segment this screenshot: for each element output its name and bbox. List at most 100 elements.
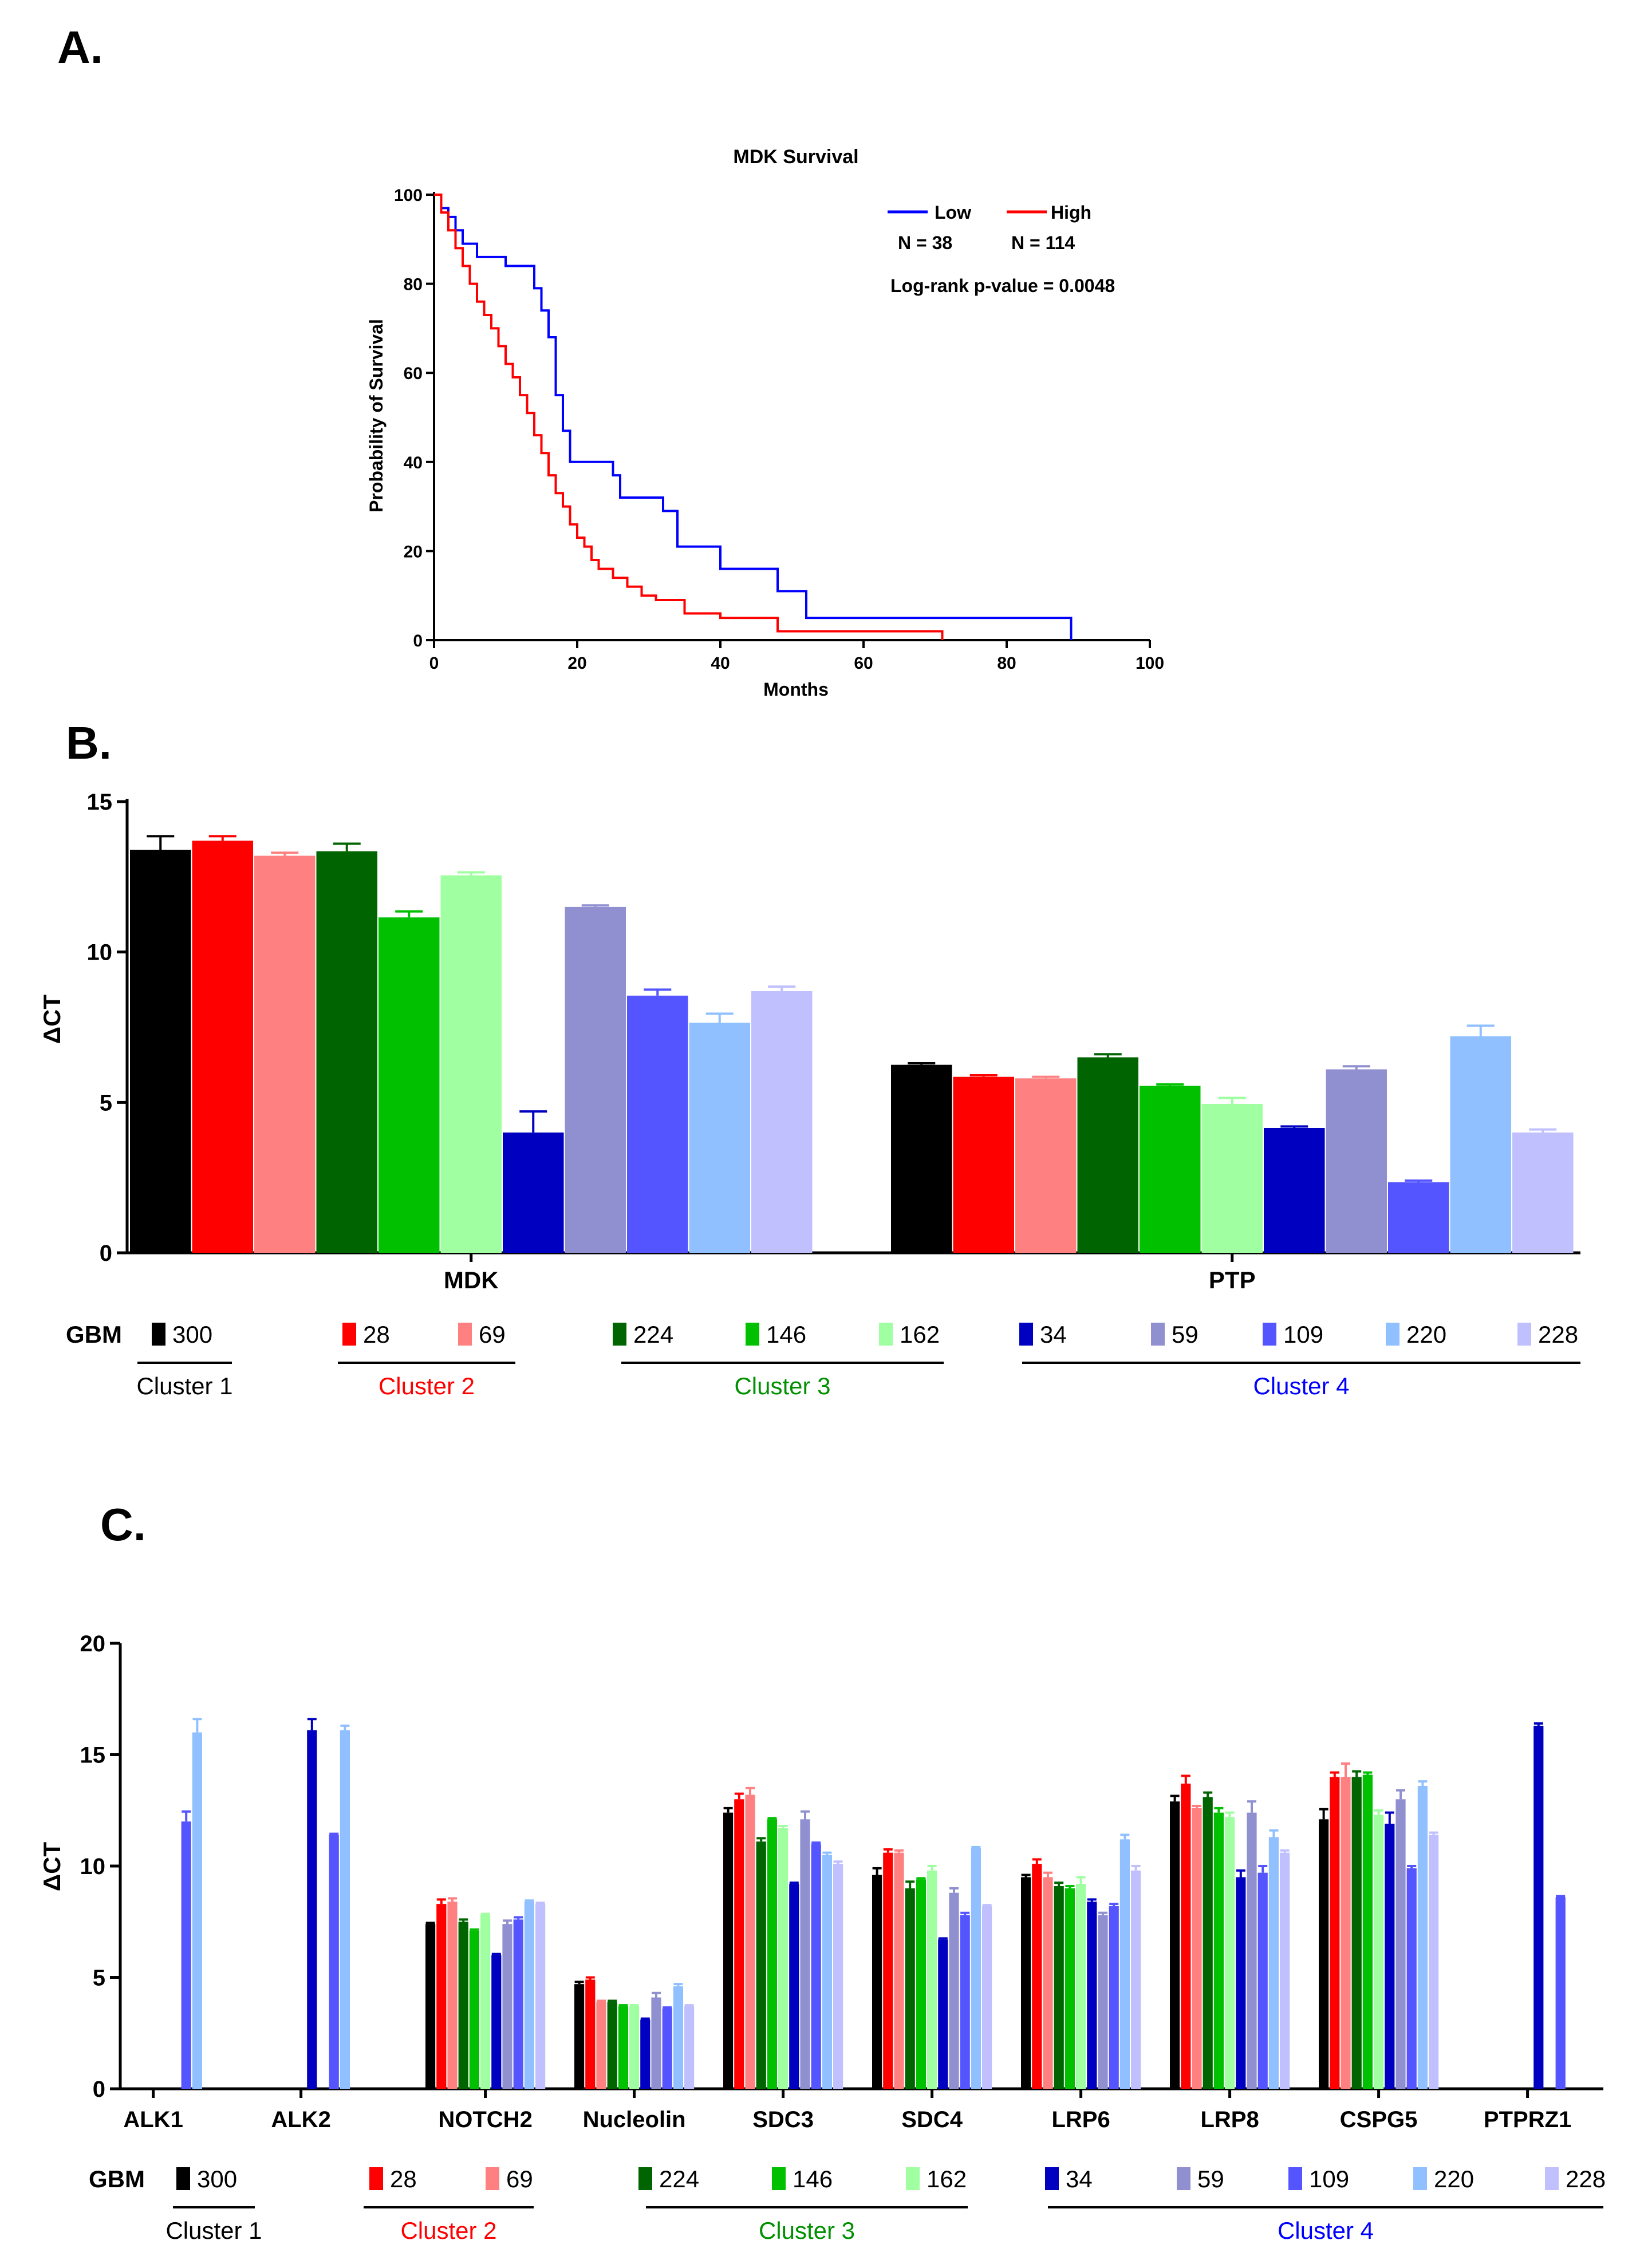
legend-label-228: 228 <box>1538 1321 1578 1348</box>
bar-mdk-220 <box>689 1023 750 1253</box>
bar-mdk-59 <box>565 906 626 1253</box>
category-label-alk2: ALK2 <box>271 2107 330 2132</box>
bar-sdc3-34 <box>789 1884 799 2089</box>
y-tick-label: 0 <box>93 2077 105 2102</box>
legend-swatch-34 <box>1019 1323 1033 1346</box>
legend-label-28: 28 <box>390 2166 417 2192</box>
cluster-label-3: Cluster 3 <box>734 1372 830 1399</box>
legend-swatch-228 <box>1545 2167 1559 2190</box>
bar-sdc3-220 <box>822 1855 832 2089</box>
bar-ptp-109 <box>1388 1182 1449 1253</box>
y-tick-label: 10 <box>87 940 113 965</box>
legend-swatch-34 <box>1045 2167 1059 2190</box>
bar-lrp6-146 <box>1065 1888 1075 2089</box>
bar-ptp-162 <box>1201 1103 1263 1253</box>
bar-sdc4-220 <box>971 1848 981 2089</box>
survival-title: MDK Survival <box>733 146 858 168</box>
bar-cspg5-162 <box>1374 1815 1384 2089</box>
bar-ptp-34 <box>1264 1127 1325 1253</box>
survival-curve-high <box>434 194 944 640</box>
y-tick-label: 15 <box>87 790 113 815</box>
logrank-pvalue: Log-rank p-value = 0.0048 <box>890 275 1115 296</box>
survival-y-tick-label: 0 <box>413 632 423 650</box>
legend-swatch-162 <box>906 2167 920 2190</box>
y-tick-label: 5 <box>93 1966 105 1991</box>
legend-swatch-59 <box>1177 2167 1190 2190</box>
bar-lrp8-69 <box>1192 1808 1202 2089</box>
bar-nucleolin-300 <box>574 1984 585 2089</box>
legend-label-146: 146 <box>793 2166 833 2192</box>
survival-x-tick-label: 20 <box>567 654 586 673</box>
bar-lrp8-109 <box>1257 1872 1268 2089</box>
bar-mdk-109 <box>627 995 688 1253</box>
bar-chart-c: 0 5 10 15 20 ALK1 ALK2 NOTCH2 Nucleolin SDC3 SDC4 L… <box>38 1631 1603 2132</box>
bar-lrp8-146 <box>1213 1812 1224 2089</box>
bar-cspg5-228 <box>1429 1835 1439 2089</box>
bar-lrp8-228 <box>1280 1852 1290 2089</box>
legend-gbm-label: GBM <box>66 1321 122 1348</box>
category-label-lrp6: LRP6 <box>1051 2107 1110 2132</box>
bar-nucleolin-220 <box>673 1986 683 2089</box>
bar-notch2-162 <box>480 1915 491 2089</box>
b-y-label: ΔCT <box>38 995 65 1044</box>
legend-swatch-28 <box>342 1323 356 1346</box>
legend-swatch-228 <box>1517 1323 1531 1346</box>
legend-label-59: 59 <box>1197 2166 1224 2192</box>
survival-x-label: Months <box>763 679 829 700</box>
bar-ptp-69 <box>1015 1078 1077 1253</box>
legend-low-n: N = 38 <box>898 232 952 253</box>
bar-lrp8-28 <box>1181 1784 1191 2089</box>
category-label-lrp8: LRP8 <box>1200 2107 1259 2132</box>
legend-label-69: 69 <box>479 1321 506 1348</box>
survival-y-tick-label: 60 <box>404 364 423 383</box>
legend-c: GBM 300 28 69 224 146 162 34 59 109 220 228 Cluster … <box>89 2166 1606 2244</box>
survival-x-tick-label: 80 <box>997 654 1016 673</box>
bar-mdk-34 <box>503 1132 564 1253</box>
bar-notch2-300 <box>425 1924 436 2089</box>
bar-ptprz1-34 <box>1533 1725 1544 2089</box>
y-tick-label: 20 <box>80 1631 106 1656</box>
category-label-mdk: MDK <box>444 1267 499 1293</box>
cluster-label-2: Cluster 2 <box>400 2217 496 2244</box>
bar-nucleolin-146 <box>618 2006 628 2089</box>
legend-swatch-224 <box>638 2167 652 2190</box>
bar-mdk-69 <box>254 855 316 1253</box>
survival-x-tick-label: 100 <box>1136 654 1164 673</box>
panel-label-a: A. <box>57 22 103 73</box>
cluster-label-1: Cluster 1 <box>136 1372 232 1399</box>
bar-nucleolin-59 <box>651 1997 661 2089</box>
bar-nucleolin-28 <box>585 1979 596 2089</box>
survival-y-label: Probability of Survival <box>366 319 387 512</box>
bar-cspg5-146 <box>1362 1774 1373 2089</box>
bar-notch2-34 <box>491 1955 502 2089</box>
bar-lrp8-220 <box>1268 1837 1279 2089</box>
cluster-label-3: Cluster 3 <box>759 2217 855 2244</box>
survival-y-tick-label: 100 <box>394 186 423 205</box>
bar-sdc3-69 <box>745 1794 755 2089</box>
bar-cspg5-59 <box>1395 1799 1406 2089</box>
bar-sdc4-300 <box>872 1875 882 2089</box>
y-tick-label: 15 <box>80 1743 106 1768</box>
legend-gbm-label: GBM <box>89 2166 145 2192</box>
survival-y-tick-label: 40 <box>404 453 423 472</box>
bar-sdc4-69 <box>894 1852 904 2089</box>
bar-lrp6-224 <box>1054 1886 1064 2089</box>
legend-label-220: 220 <box>1434 2166 1474 2192</box>
category-label-ptp: PTP <box>1209 1267 1256 1293</box>
bar-sdc3-146 <box>767 1819 777 2089</box>
legend-swatch-146 <box>746 1323 759 1346</box>
bar-lrp8-162 <box>1225 1817 1235 2089</box>
category-label-nucleolin: Nucleolin <box>583 2107 686 2132</box>
category-label-ptprz1: PTPRZ1 <box>1484 2107 1571 2132</box>
bar-sdc3-300 <box>723 1812 734 2089</box>
bar-lrp6-300 <box>1021 1877 1031 2089</box>
bar-sdc3-224 <box>756 1841 766 2089</box>
y-tick-label: 5 <box>100 1090 112 1115</box>
category-label-cspg5: CSPG5 <box>1340 2107 1418 2132</box>
bar-notch2-224 <box>458 1922 468 2089</box>
bar-nucleolin-162 <box>629 2006 640 2089</box>
bar-mdk-224 <box>316 851 377 1253</box>
bar-lrp8-300 <box>1170 1801 1180 2089</box>
category-label-notch2: NOTCH2 <box>438 2107 532 2132</box>
bar-mdk-28 <box>192 841 253 1253</box>
